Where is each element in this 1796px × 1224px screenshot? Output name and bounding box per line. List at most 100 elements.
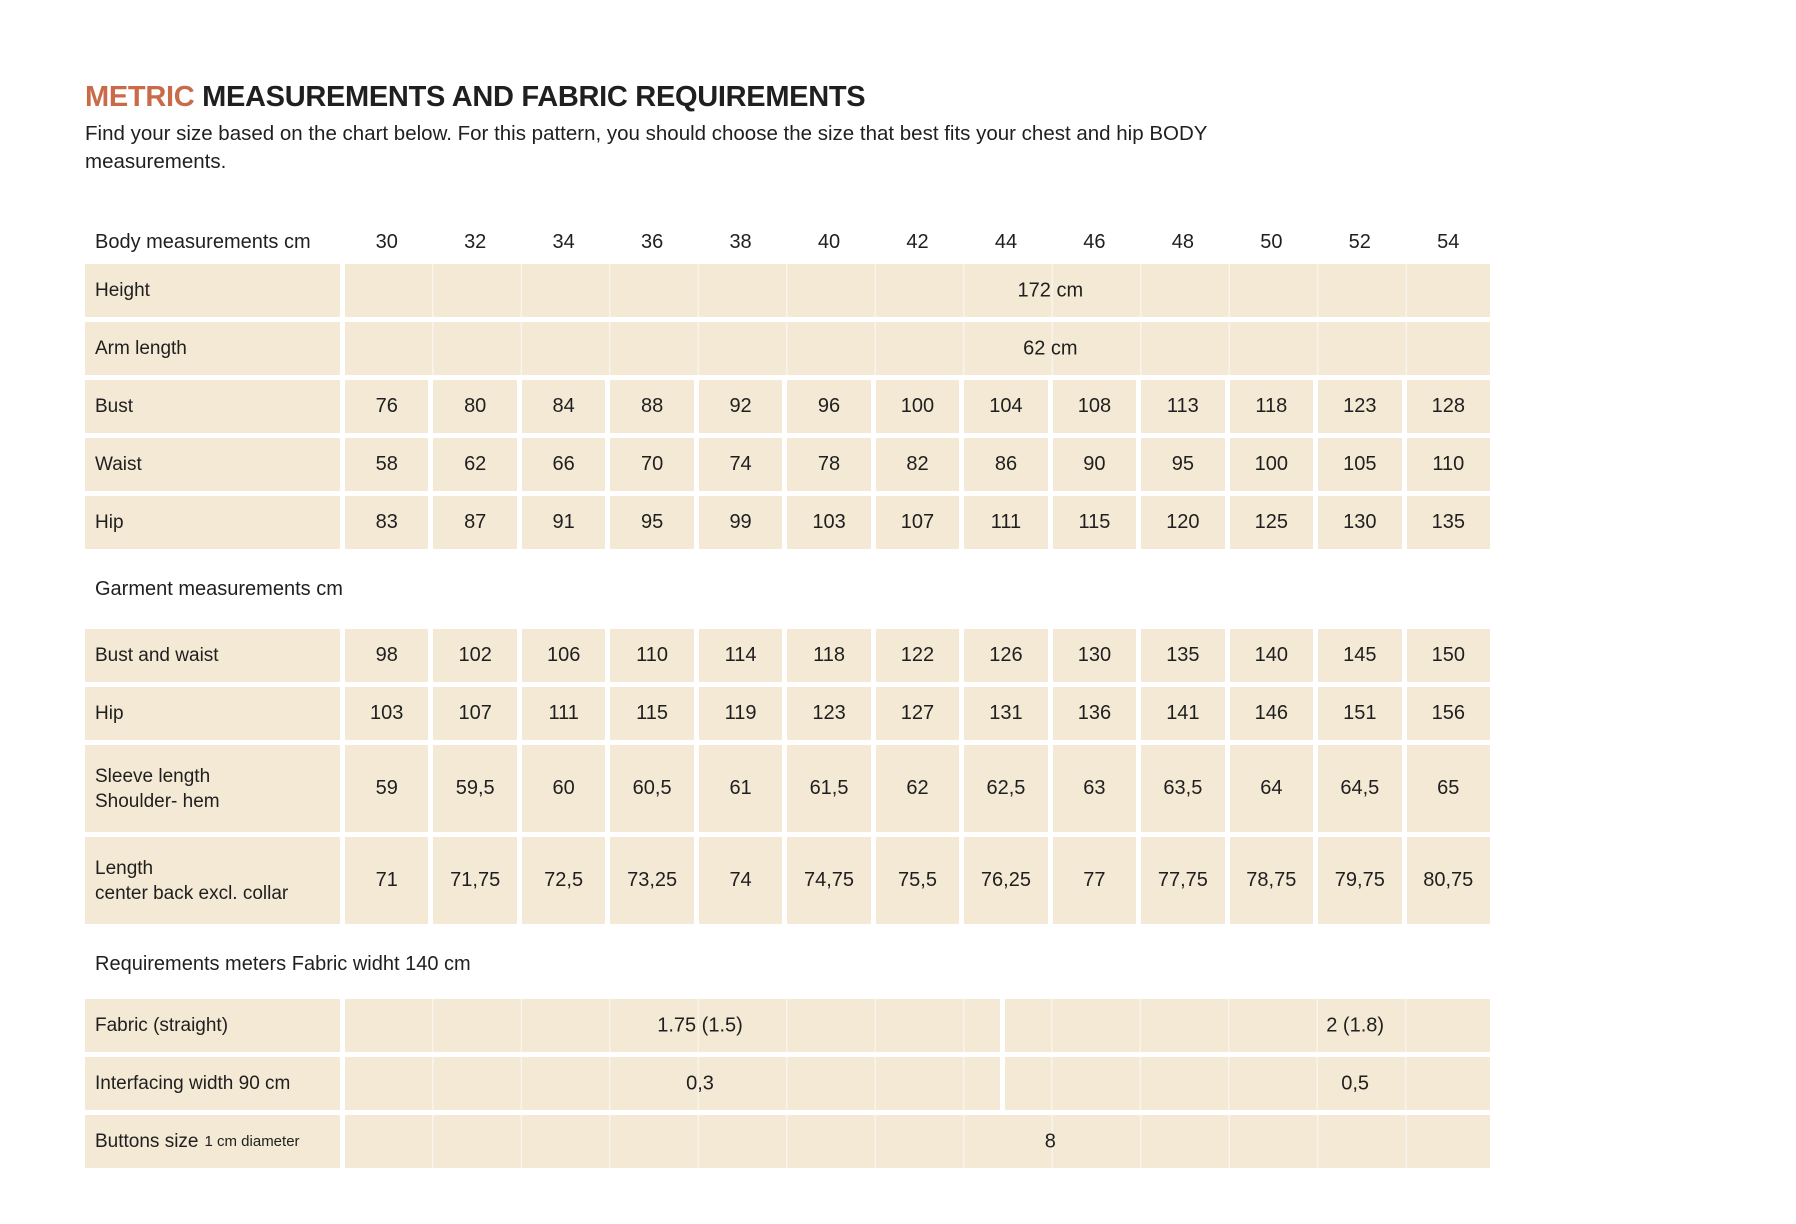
value-cell: 78 (787, 438, 871, 491)
value-cell: 60,5 (610, 745, 694, 832)
value-cell: 62,5 (964, 745, 1048, 832)
value-cell: 86 (964, 438, 1048, 491)
table-row: Hip 83 87 91 95 99 103 107 111 115 120 125 130 135 (85, 496, 1490, 549)
value-cell: 95 (610, 496, 694, 549)
size-column-header: 48 (1171, 230, 1194, 253)
value-cell: 61 (698, 745, 783, 832)
value-cell: 114 (698, 629, 783, 682)
table-row: Buttons size 1 cm diameter 8 (85, 1115, 1490, 1168)
size-column-header: 40 (817, 230, 841, 253)
merged-value: 8 (1044, 1130, 1056, 1152)
value-cell: 118 (787, 629, 871, 682)
page-content: METRIC MEASUREMENTS AND FABRIC REQUIREME… (85, 80, 1490, 1168)
value-cell: 128 (1406, 380, 1490, 433)
table-row: Bust and waist 98 102 106 110 114 118 122 126 130… (85, 629, 1490, 682)
table-row: Arm length 62 cm (85, 322, 1490, 375)
requirement-right-value: 2 (1.8) (1326, 1014, 1385, 1036)
value-cell: 71,75 (433, 837, 517, 924)
value-cell: 74 (698, 438, 783, 491)
fabric-requirements-table: Fabric (straight) 1.75 (1.5) 2 (1.8) Interf… (85, 999, 1490, 1168)
value-cell: 119 (698, 687, 783, 740)
value-cell: 90 (1052, 438, 1137, 491)
value-cell: 110 (610, 629, 694, 682)
value-cell: 66 (521, 438, 606, 491)
value-cell: 126 (964, 629, 1048, 682)
value-cell: 135 (1406, 496, 1490, 549)
value-cell: 113 (1141, 380, 1225, 433)
value-cell: 111 (964, 496, 1048, 549)
value-cell: 131 (964, 687, 1048, 740)
value-cell: 83 (345, 496, 429, 549)
value-cell: 145 (1318, 629, 1402, 682)
table-row: Waist 58 62 66 70 74 78 82 86 90 95 100 105 110 (85, 438, 1490, 491)
row-label-text: Sleeve length Shoulder- hem (95, 765, 220, 812)
value-cell: 103 (345, 687, 429, 740)
value-cell: 63,5 (1141, 745, 1225, 832)
table-row: Sleeve length Shoulder- hem 59 59,5 60 60,5 61… (85, 745, 1490, 832)
value-cell: 75,5 (875, 837, 960, 924)
requirement-left-value: 0,3 (686, 1072, 714, 1094)
value-cell: 78,75 (1229, 837, 1314, 924)
body-measurements-header-label: Body measurements cm (95, 230, 311, 253)
value-cell: 99 (698, 496, 783, 549)
table-row: Interfacing width 90 cm 0,3 0,5 (85, 1057, 1490, 1110)
value-cell: 130 (1052, 629, 1137, 682)
value-cell: 74,75 (787, 837, 871, 924)
value-cell: 127 (875, 687, 960, 740)
value-cell: 62 (875, 745, 960, 832)
value-cell: 115 (1052, 496, 1137, 549)
body-measurements-table: Height 172 cm Arm length 62 cm Bust 76 80 84 88 9… (85, 264, 1490, 549)
value-cell: 108 (1052, 380, 1137, 433)
size-column-header: 42 (906, 230, 929, 253)
value-cell: 63 (1052, 745, 1137, 832)
value-cell: 125 (1229, 496, 1314, 549)
value-cell: 64,5 (1318, 745, 1402, 832)
size-column-header: 34 (552, 230, 575, 253)
value-cell: 123 (1318, 380, 1402, 433)
intro-line-2: measurements. (85, 150, 227, 173)
value-cell: 88 (610, 380, 694, 433)
value-cell: 92 (698, 380, 783, 433)
value-cell: 96 (787, 380, 871, 433)
value-cell: 64 (1229, 745, 1314, 832)
row-label: Bust (85, 380, 340, 433)
row-label: Hip (85, 687, 340, 740)
table-row: Bust 76 80 84 88 92 96 100 104 108 113 118 123 128 (85, 380, 1490, 433)
row-label: Interfacing width 90 cm (85, 1057, 340, 1110)
value-cell: 73,25 (610, 837, 694, 924)
value-cell: 107 (433, 687, 517, 740)
merged-value: 172 cm (1017, 279, 1084, 301)
page-title: METRIC MEASUREMENTS AND FABRIC REQUIREME… (85, 80, 1490, 114)
value-cell: 98 (345, 629, 429, 682)
value-cell: 65 (1406, 745, 1490, 832)
requirement-left-cell: 0,3 (345, 1057, 1000, 1110)
value-cell: 103 (787, 496, 871, 549)
requirement-right-cell: 2 (1.8) (1005, 999, 1490, 1052)
value-cell: 76,25 (964, 837, 1048, 924)
value-cell: 136 (1052, 687, 1137, 740)
row-label: Waist (85, 438, 340, 491)
merged-value: 62 cm (1023, 337, 1078, 359)
value-cell: 106 (521, 629, 606, 682)
value-cell: 150 (1406, 629, 1490, 682)
value-cell: 76 (345, 380, 429, 433)
value-cell: 71 (345, 837, 429, 924)
value-cell: 80,75 (1406, 837, 1490, 924)
value-cell: 60 (521, 745, 606, 832)
intro-line-1: Find your size based on the chart below.… (85, 122, 1208, 145)
row-label: Hip (85, 496, 340, 549)
value-cell: 115 (610, 687, 694, 740)
size-column-header: 30 (375, 230, 398, 253)
row-label: Arm length (85, 322, 340, 375)
row-label-text: Bust and waist (95, 645, 219, 666)
garment-measurements-table: Bust and waist 98 102 106 110 114 118 122 126 130… (85, 629, 1490, 924)
row-label: Length center back excl. collar (85, 837, 340, 924)
merged-value-cell: 172 cm (345, 264, 1490, 317)
value-cell: 62 (433, 438, 517, 491)
row-label-text: Hip (95, 703, 124, 724)
size-column-header: 32 (464, 230, 487, 253)
value-cell: 95 (1141, 438, 1225, 491)
title-accent: METRIC (85, 81, 195, 113)
row-label: Buttons size 1 cm diameter (85, 1115, 340, 1168)
